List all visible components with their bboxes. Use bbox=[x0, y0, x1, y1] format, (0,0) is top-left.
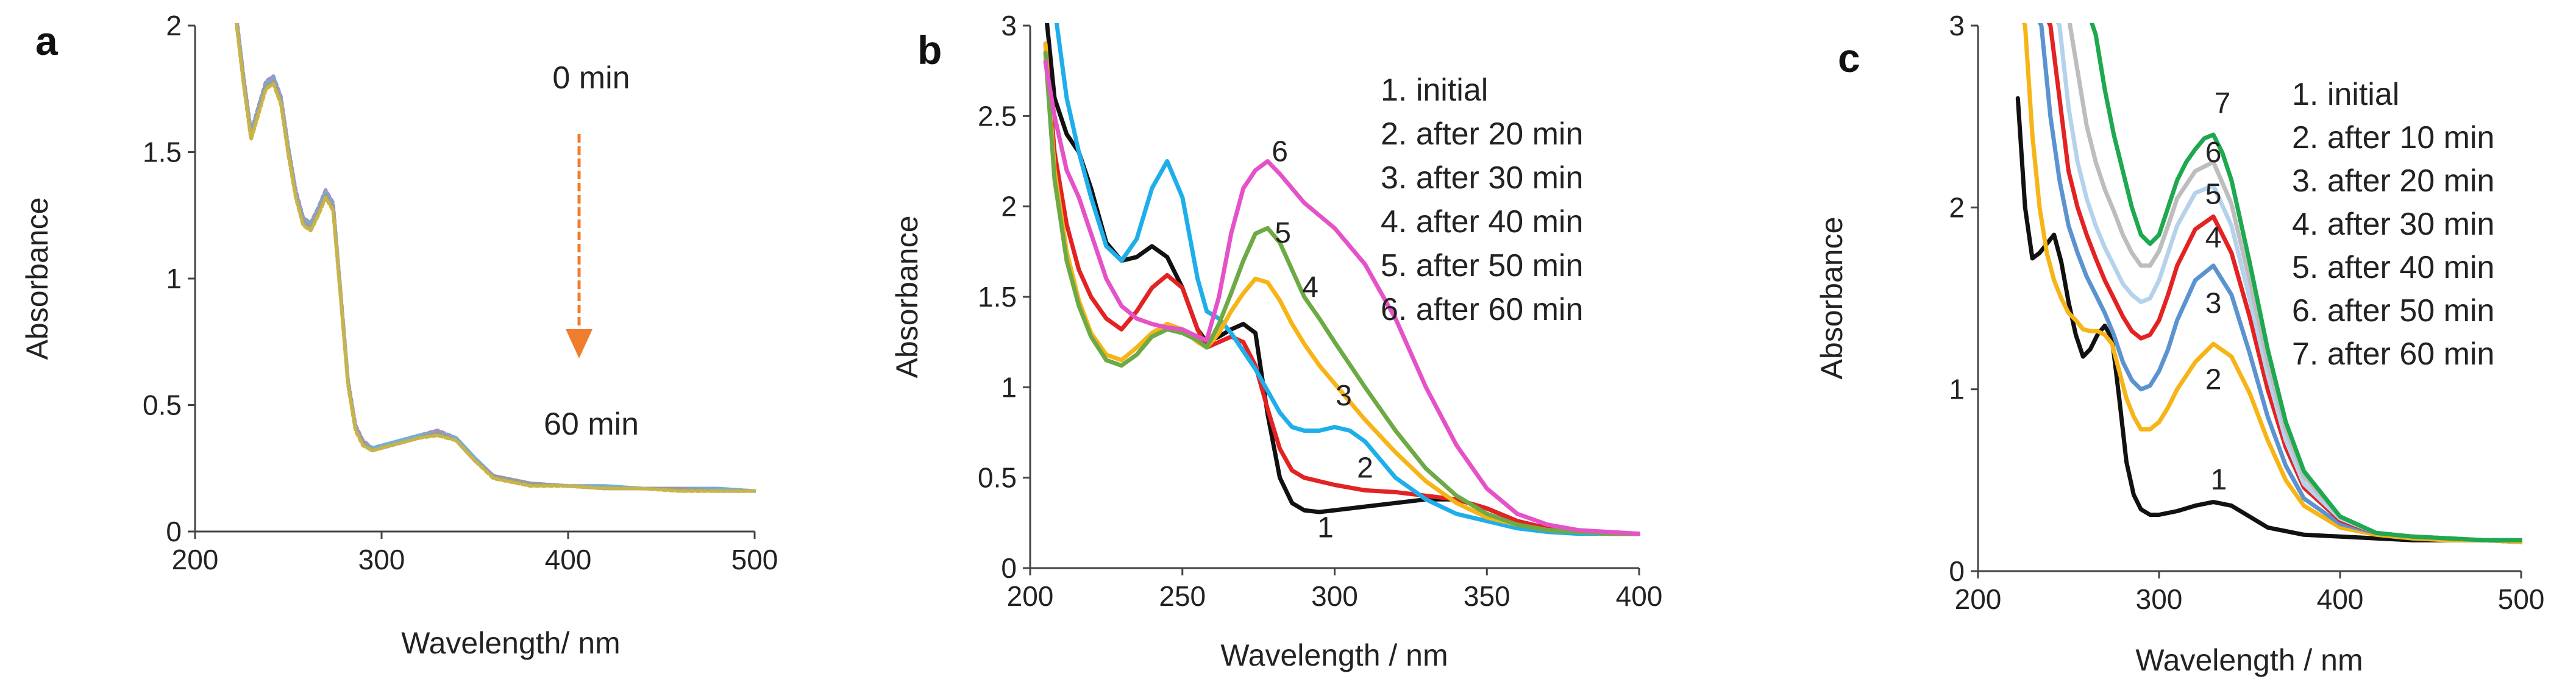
curve-number-label: 5 bbox=[1275, 217, 1291, 249]
series-line-40-min bbox=[235, 23, 756, 493]
annotation-start: 0 min bbox=[552, 60, 630, 96]
series-group bbox=[1043, 23, 1640, 536]
legend-entry: 6. after 50 min bbox=[2292, 293, 2494, 329]
x-tick-label: 200 bbox=[1007, 580, 1054, 612]
curve-number-label: 2 bbox=[1357, 452, 1373, 485]
x-tick-label: 400 bbox=[545, 544, 592, 575]
curve-number-label: 7 bbox=[2215, 87, 2231, 119]
y-axis-title: Absorbance bbox=[20, 197, 54, 360]
x-tick-label: 350 bbox=[1464, 580, 1510, 612]
x-tick-label: 500 bbox=[2498, 583, 2545, 615]
x-tick-label: 200 bbox=[1955, 583, 2002, 615]
y-tick-label: 2 bbox=[1949, 191, 1965, 223]
curve-number-label: 4 bbox=[1302, 271, 1318, 304]
panel-letter: a bbox=[35, 18, 59, 63]
x-tick-label: 300 bbox=[358, 544, 405, 575]
y-tick-label: 2 bbox=[166, 10, 182, 41]
y-tick-label: 0 bbox=[166, 516, 182, 547]
legend-entry: 3. after 30 min bbox=[1381, 160, 1583, 196]
legend-entry: 4. after 40 min bbox=[1381, 204, 1583, 240]
legend-entry: 6. after 60 min bbox=[1381, 292, 1583, 327]
series-line-2 bbox=[2021, 23, 2522, 544]
curve-number-label: 3 bbox=[1336, 380, 1352, 412]
y-tick-label: 1.5 bbox=[978, 281, 1017, 313]
legend-entry: 5. after 50 min bbox=[1381, 248, 1583, 283]
curve-number-label: 4 bbox=[2205, 222, 2222, 254]
y-tick-label: 3 bbox=[1001, 10, 1017, 41]
x-tick-label: 400 bbox=[2317, 583, 2364, 615]
legend-entry: 4. after 30 min bbox=[2292, 207, 2494, 242]
x-tick-label: 300 bbox=[1311, 580, 1358, 612]
curve-number-label: 6 bbox=[2205, 137, 2222, 169]
series-line-4 bbox=[1043, 41, 1640, 536]
series-line-60-min bbox=[234, 23, 756, 493]
panel-letter: b bbox=[917, 27, 942, 73]
y-tick-label: 0.5 bbox=[978, 462, 1017, 494]
x-axis-title: Wavelength / nm bbox=[2135, 643, 2363, 677]
series-line-3 bbox=[1054, 23, 1640, 536]
series-line-6 bbox=[1043, 59, 1640, 536]
panel-a: 200 300 400 500 0 0.5 1 1.5 2 Wavelength/ nm Absor… bbox=[20, 10, 778, 660]
y-tick-label: 3 bbox=[1949, 10, 1965, 41]
series-line-5 bbox=[1043, 51, 1640, 536]
panel-c: 200 300 400 500 0 1 2 3 Wavelength / nm Absorbanc… bbox=[1815, 10, 2545, 677]
legend-entry: 1. initial bbox=[2292, 77, 2399, 112]
curve-number-label: 3 bbox=[2205, 287, 2222, 319]
curve-number-label: 6 bbox=[1272, 136, 1288, 168]
curve-number-label: 1 bbox=[2211, 464, 2227, 496]
y-tick-label: 0 bbox=[1949, 555, 1965, 587]
series-line-20-min bbox=[235, 23, 756, 493]
legend-entry: 7. after 60 min bbox=[2292, 336, 2494, 372]
panel-letter: c bbox=[1838, 35, 1860, 80]
x-tick-label: 250 bbox=[1159, 580, 1206, 612]
y-axis-title: Absorbance bbox=[890, 216, 924, 379]
x-axis-title: Wavelength/ nm bbox=[401, 626, 620, 660]
x-tick-label: 200 bbox=[172, 544, 219, 575]
x-tick-label: 400 bbox=[1616, 580, 1663, 612]
legend-entry: 5. after 40 min bbox=[2292, 250, 2494, 285]
time-arrow-head bbox=[566, 329, 592, 358]
series-group bbox=[234, 23, 756, 493]
panel-b: 200 250 300 350 400 0 0.5 1 1.5 2 2.5 3 Wavelength /… bbox=[890, 10, 1663, 672]
series-line-3 bbox=[2038, 23, 2522, 542]
y-tick-label: 0 bbox=[1001, 552, 1017, 584]
y-axis-title: Absorbance bbox=[1815, 217, 1849, 380]
legend-entry: 1. initial bbox=[1381, 73, 1488, 108]
series-line-1 bbox=[2015, 96, 2522, 544]
curve-number-label: 1 bbox=[1317, 512, 1334, 544]
y-tick-label: 1.5 bbox=[143, 137, 182, 168]
x-tick-label: 500 bbox=[731, 544, 778, 575]
y-tick-label: 2 bbox=[1001, 191, 1017, 222]
legend-entry: 3. after 20 min bbox=[2292, 163, 2494, 199]
y-tick-label: 1 bbox=[1949, 374, 1965, 405]
series-line-7 bbox=[2090, 23, 2522, 542]
x-tick-label: 300 bbox=[2136, 583, 2183, 615]
x-axis-title: Wavelength / nm bbox=[1220, 638, 1448, 672]
curve-number-label: 5 bbox=[2205, 178, 2222, 210]
curve-number-label: 2 bbox=[2205, 364, 2222, 396]
series-group bbox=[2015, 23, 2522, 544]
y-tick-label: 2.5 bbox=[978, 100, 1017, 132]
y-tick-label: 1 bbox=[166, 263, 182, 294]
annotation-end: 60 min bbox=[544, 407, 639, 442]
y-tick-label: 1 bbox=[1001, 371, 1017, 403]
legend-entry: 2. after 10 min bbox=[2292, 120, 2494, 155]
legend-entry: 2. after 20 min bbox=[1381, 116, 1583, 152]
series-line-0-min bbox=[235, 23, 756, 493]
y-tick-label: 0.5 bbox=[143, 389, 182, 421]
